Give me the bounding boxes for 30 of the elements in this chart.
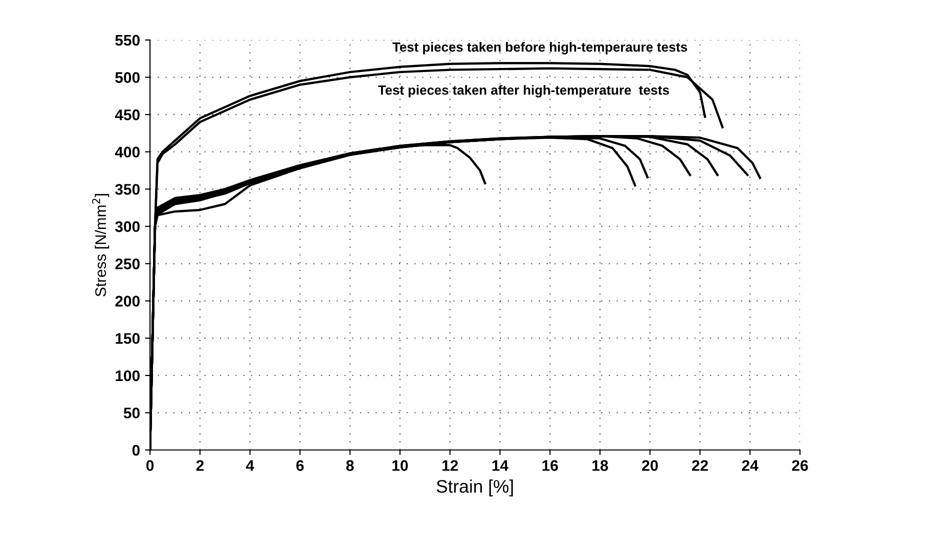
y-axis-title: Stress [N/mm$^{2}$]: [92, 194, 110, 296]
y-tick-label: 550: [115, 34, 140, 46]
y-tick-label: 400: [115, 146, 140, 158]
x-tick-label: 2: [196, 460, 204, 471]
x-tick-label: 10: [392, 460, 408, 471]
x-tick-label: 16: [542, 460, 558, 471]
y-tick-label: 350: [115, 184, 140, 195]
x-tick-label: 14: [492, 460, 508, 471]
x-tick-label: 0: [146, 460, 154, 471]
x-tick-label: 18: [592, 460, 608, 471]
y-tick-label: 200: [115, 296, 140, 307]
x-axis-title: Strain [%]: [436, 480, 513, 496]
y-tick-label: 500: [115, 72, 140, 83]
x-tick-label: 20: [642, 460, 658, 471]
x-tick-label: 4: [246, 460, 254, 471]
x-tick-label: 12: [442, 460, 458, 471]
annotation: Test pieces taken after high-temperature tests: [378, 85, 670, 98]
y-tick-label: 100: [116, 370, 140, 382]
y-tick-label: 450: [115, 109, 140, 120]
y-tick-label: 50: [124, 408, 140, 418]
x-tick-label: 24: [742, 460, 758, 471]
x-tick-label: 26: [792, 460, 808, 471]
y-tick-label: 300: [115, 221, 140, 232]
x-tick-label: 8: [346, 460, 354, 471]
x-tick-label: 6: [296, 460, 304, 471]
y-tick-label: 0: [132, 444, 140, 456]
y-tick-label: 250: [115, 258, 140, 270]
annotation: Test pieces taken before high-temperaure tests: [392, 42, 688, 54]
x-tick-label: 22: [692, 460, 708, 471]
y-tick-label: 150: [116, 333, 140, 344]
